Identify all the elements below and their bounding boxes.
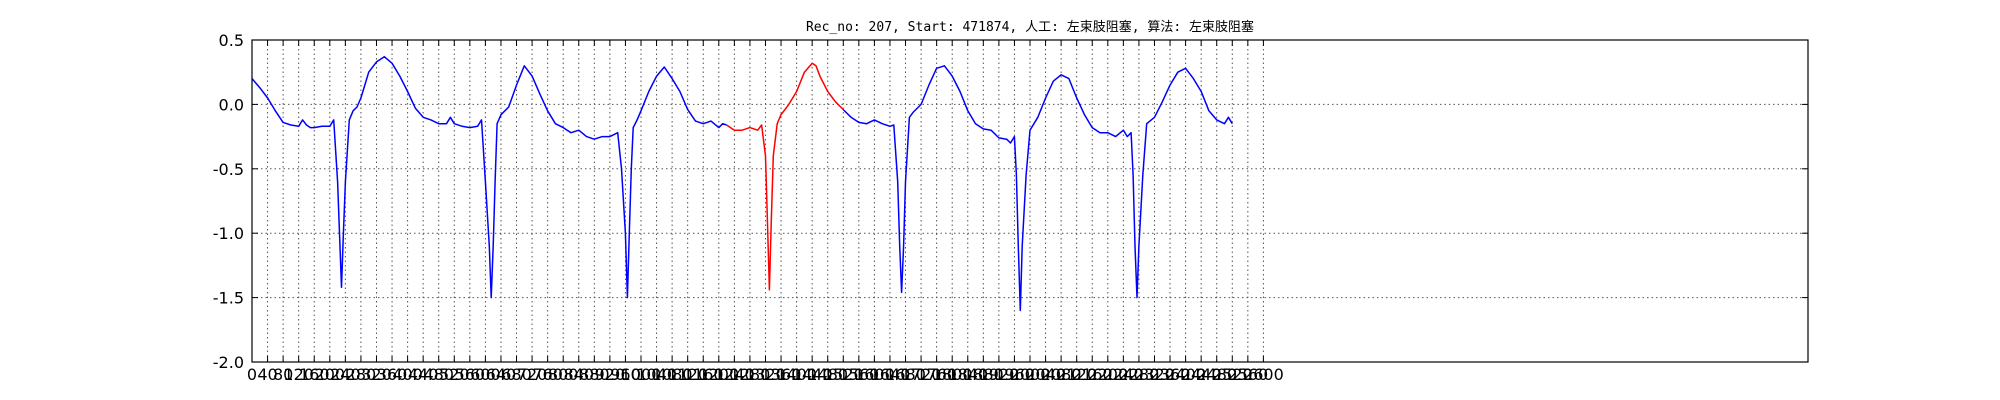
- x-tick-label: 880: [579, 365, 610, 384]
- x-tick-label: 2560: [1227, 365, 1268, 384]
- x-tick-label: 1120: [667, 365, 708, 384]
- x-tick-label: 2400: [1165, 365, 1206, 384]
- x-tick-label: 1440: [792, 365, 833, 384]
- x-tick-label: 1040: [636, 365, 677, 384]
- x-tick-label: 680: [501, 365, 532, 384]
- x-tick-label: 1680: [885, 365, 926, 384]
- x-tick-label: 1000: [621, 365, 662, 384]
- x-tick-label: 2520: [1212, 365, 1253, 384]
- x-tick-label: 1520: [823, 365, 864, 384]
- x-tick-label: 960: [610, 365, 641, 384]
- chart-title: Rec_no: 207, Start: 471874, 人工: 左束肢阻塞, 算…: [806, 19, 1254, 35]
- x-tick-label: 1720: [901, 365, 942, 384]
- x-tick-label: 600: [470, 365, 501, 384]
- x-tick-label: 1480: [807, 365, 848, 384]
- x-tick-label: 1600: [854, 365, 895, 384]
- x-tick-label: 120: [283, 365, 314, 384]
- x-tick-label: 560: [455, 365, 486, 384]
- x-tick-label: 2600: [1243, 365, 1284, 384]
- x-tick-label: 440: [408, 365, 439, 384]
- x-tick-label: 1280: [730, 365, 771, 384]
- x-tick-label: 2240: [1103, 365, 1144, 384]
- y-tick-label: -2.0: [213, 353, 244, 372]
- grid-layer: [252, 40, 1808, 362]
- x-tick-label: 2160: [1072, 365, 1113, 384]
- x-tick-label: 1880: [963, 365, 1004, 384]
- x-tick-label: 2280: [1119, 365, 1160, 384]
- y-tick-label: 0.0: [219, 95, 244, 114]
- x-tick-label: 1400: [776, 365, 817, 384]
- x-tick-label: 1240: [714, 365, 755, 384]
- x-tick-label: 0: [247, 365, 257, 384]
- x-tick-label: 2080: [1041, 365, 1082, 384]
- x-tick-label: 1840: [947, 365, 988, 384]
- x-tick-label: 2120: [1056, 365, 1097, 384]
- x-tick-label: 760: [532, 365, 563, 384]
- x-tick-label: 520: [439, 365, 470, 384]
- y-tick-label: 0.5: [219, 31, 244, 50]
- x-tick-label: 800: [548, 365, 579, 384]
- ecg-series-0: [251, 55, 727, 299]
- series-layer: [251, 55, 1233, 312]
- x-tick-label: 1800: [932, 365, 973, 384]
- x-tick-label: 1920: [979, 365, 1020, 384]
- x-tick-label: 1760: [916, 365, 957, 384]
- x-tick-label: 1160: [683, 365, 724, 384]
- ecg-series-1: [726, 62, 844, 291]
- x-tick-label: 720: [517, 365, 548, 384]
- ecg-series-2: [842, 65, 1233, 312]
- x-tick-label: 640: [486, 365, 517, 384]
- x-tick-label: 280: [346, 365, 377, 384]
- x-tick-label: 1640: [870, 365, 911, 384]
- x-tick-label: 320: [361, 365, 392, 384]
- x-tick-label: 2040: [1025, 365, 1066, 384]
- x-tick-label: 80: [273, 365, 293, 384]
- y-tick-label: -1.5: [213, 289, 244, 308]
- x-tick-label: 840: [563, 365, 594, 384]
- x-tick-label: 160: [299, 365, 330, 384]
- x-tick-label: 2360: [1150, 365, 1191, 384]
- x-tick-label: 2480: [1196, 365, 1237, 384]
- x-tick-label: 2000: [1010, 365, 1051, 384]
- x-tick-label: 1320: [745, 365, 786, 384]
- plot-frame: [251, 39, 1809, 363]
- x-tick-label: 360: [377, 365, 408, 384]
- x-tick-label: 1560: [838, 365, 879, 384]
- x-tick-label: 2320: [1134, 365, 1175, 384]
- x-tick-label: 2440: [1181, 365, 1222, 384]
- x-tick-label: 480: [423, 365, 454, 384]
- x-tick-label: 1960: [994, 365, 1035, 384]
- x-tick-label: 40: [257, 365, 277, 384]
- x-tick-label: 1360: [761, 365, 802, 384]
- x-tick-label: 200: [315, 365, 346, 384]
- y-tick-label: -0.5: [213, 160, 244, 179]
- x-tick-label: 920: [595, 365, 626, 384]
- x-tick-label: 1200: [698, 365, 739, 384]
- x-tick-label: 240: [330, 365, 361, 384]
- x-tick-label: 1080: [652, 365, 693, 384]
- tick-layer: -2.0-1.5-1.0-0.50.00.50 40801201602002402…: [213, 31, 1808, 384]
- x-tick-label: 400: [392, 365, 423, 384]
- y-tick-label: -1.0: [213, 224, 244, 243]
- x-tick-label: 2200: [1087, 365, 1128, 384]
